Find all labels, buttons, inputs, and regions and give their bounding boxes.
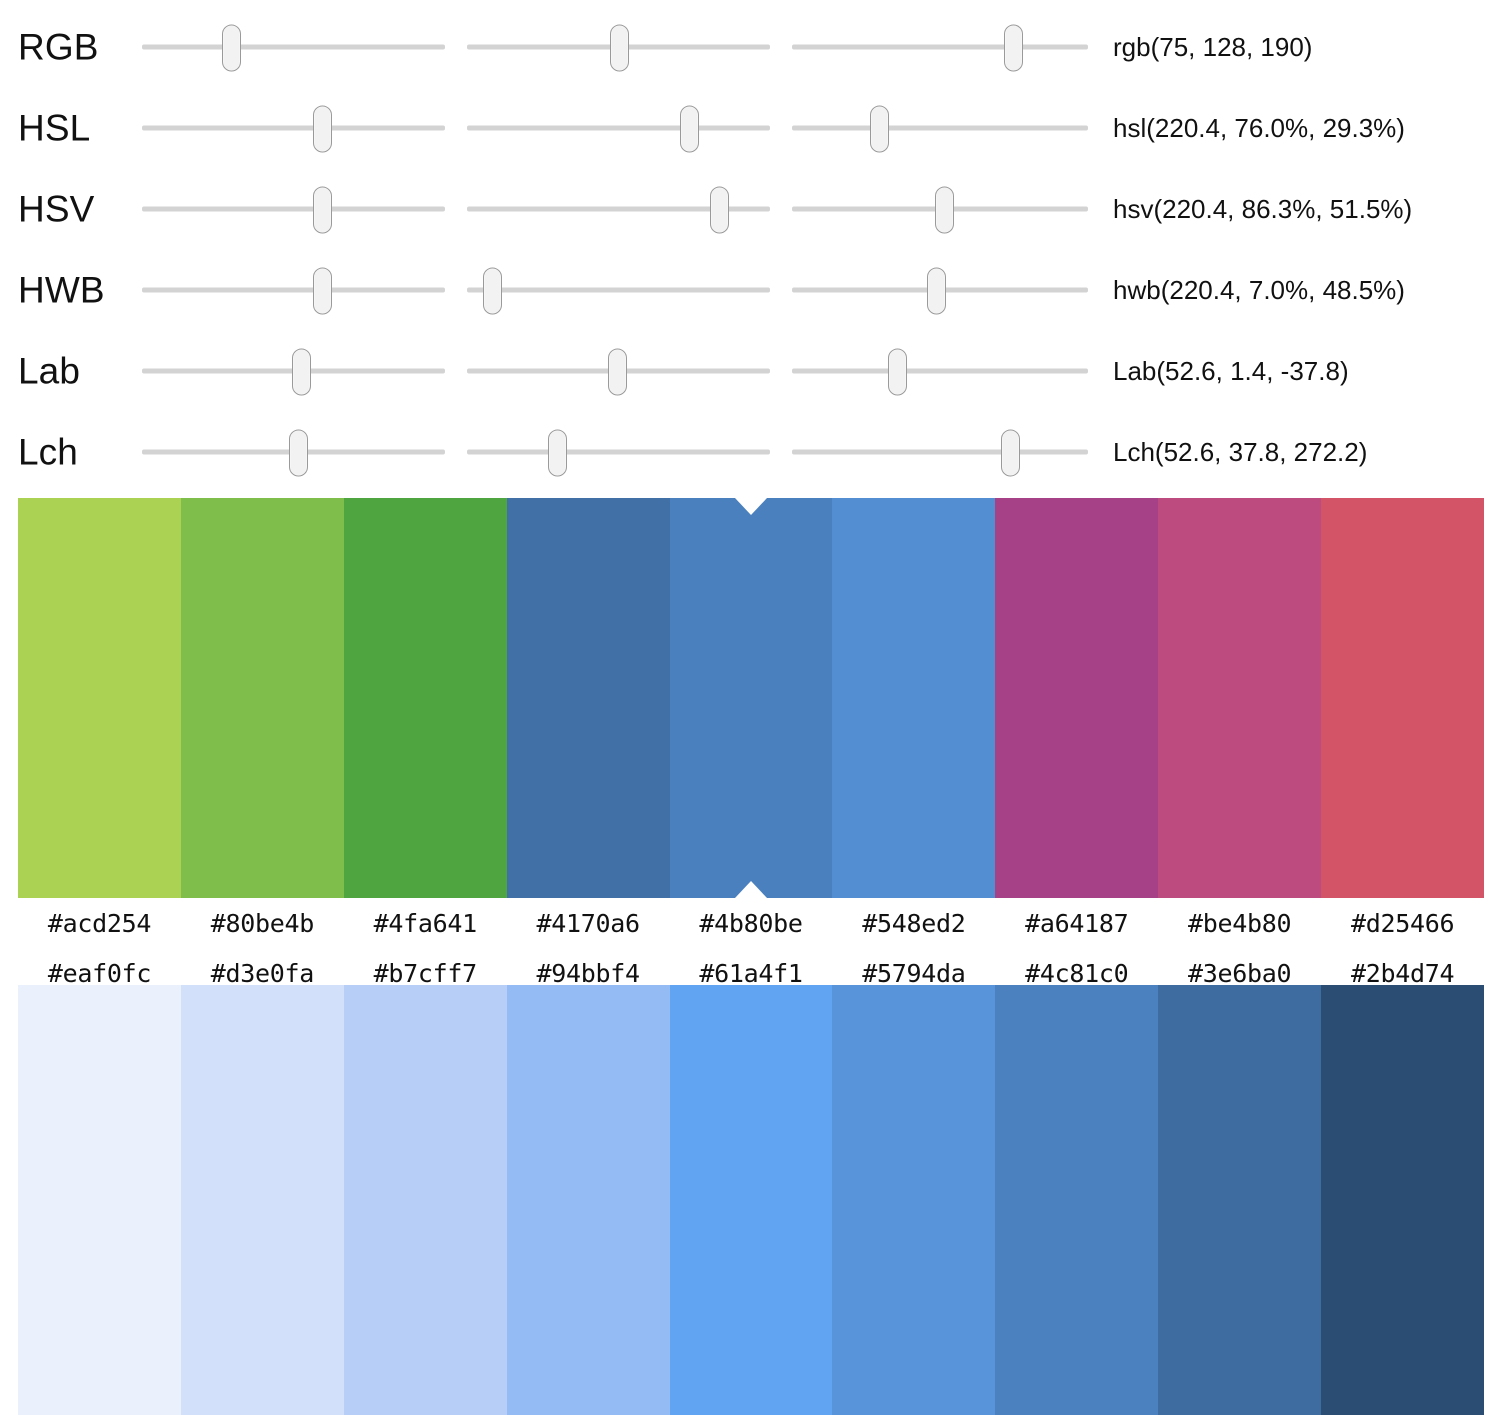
slider-thumb-hsl-saturation[interactable] — [680, 105, 700, 152]
slider-row-label-lab: Lab — [18, 350, 81, 392]
slider-row-label-hsv: HSV — [18, 188, 95, 230]
slider-row-label-hsl: HSL — [18, 107, 91, 149]
slider-track-hsl-lightness[interactable] — [792, 105, 1088, 152]
slider-track-hsl-saturation[interactable] — [467, 105, 770, 152]
color-swatch[interactable] — [995, 985, 1159, 1415]
slider-track-hwb-blackness[interactable] — [792, 267, 1088, 314]
slider-row-rgb: RGB rgb(75, 128, 190) — [0, 11, 1501, 83]
slider-track-lch-hue[interactable] — [792, 429, 1088, 476]
hex-label: #2b4d74 — [1350, 959, 1455, 988]
slider-row-hwb: HWB hwb(220.4, 7.0%, 48.5%) — [0, 254, 1501, 326]
color-swatch[interactable] — [18, 498, 181, 898]
hex-label: #a64187 — [1025, 909, 1129, 938]
hex-label: #548ed2 — [862, 909, 966, 938]
slider-thumb-rgb-green[interactable] — [610, 24, 630, 71]
color-swatch[interactable] — [1158, 985, 1322, 1415]
hex-label: #4b80be — [699, 909, 803, 938]
slider-track-lch-chroma[interactable] — [467, 429, 770, 476]
hex-label: #acd254 — [47, 909, 152, 938]
color-swatch[interactable] — [343, 498, 507, 898]
lightness-variation-palette-strip[interactable] — [18, 985, 1485, 1415]
hex-label: #b7cff7 — [373, 959, 478, 988]
color-swatch[interactable] — [180, 498, 344, 898]
slider-thumb-hsv-hue[interactable] — [312, 186, 332, 233]
selected-swatch-marker-icon — [735, 498, 767, 515]
hex-label: #3e6ba0 — [1188, 959, 1292, 988]
color-space-slider-panel: RGB rgb(75, 128, 190) HSL hsl(220.4, 76.0%,… — [0, 0, 1501, 490]
slider-row-label-hwb: HWB — [18, 269, 105, 311]
hex-label: #d3e0fa — [210, 959, 315, 988]
color-swatch[interactable] — [506, 498, 670, 898]
hex-label: #eaf0fc — [47, 959, 152, 988]
slider-row-label-rgb: RGB — [18, 26, 99, 68]
slider-thumb-lab-a-axis[interactable] — [608, 348, 628, 395]
lightness-variation-hex-labels: #eaf0fc #d3e0fa #b7cff7 #94bbf4 #61a4f1 #5794… — [18, 952, 1484, 996]
slider-row-hsv: HSV hsv(220.4, 86.3%, 51.5%) — [0, 173, 1501, 245]
color-value-lab: Lab(52.6, 1.4, -37.8) — [1113, 356, 1349, 386]
slider-thumb-hwb-hue[interactable] — [312, 267, 332, 314]
color-swatch[interactable] — [343, 985, 507, 1415]
slider-track-lch-lightness[interactable] — [142, 429, 445, 476]
slider-track-hsl-hue[interactable] — [142, 105, 445, 152]
slider-thumb-lch-hue[interactable] — [1001, 429, 1021, 476]
color-swatch[interactable] — [995, 498, 1159, 898]
slider-track-hsv-hue[interactable] — [142, 186, 445, 233]
hex-label: #be4b80 — [1188, 909, 1292, 938]
color-swatch[interactable] — [1321, 498, 1485, 898]
slider-row-lch: Lch Lch(52.6, 37.8, 272.2) — [0, 416, 1501, 488]
slider-track-lab-a-axis[interactable] — [467, 348, 770, 395]
color-swatch[interactable] — [18, 985, 181, 1415]
slider-track-lab-b-axis[interactable] — [792, 348, 1088, 395]
slider-track-hsv-value[interactable] — [792, 186, 1088, 233]
slider-thumb-hwb-whiteness[interactable] — [483, 267, 503, 314]
slider-track-rgb-blue[interactable] — [792, 24, 1088, 71]
color-value-hsv: hsv(220.4, 86.3%, 51.5%) — [1113, 194, 1413, 224]
color-value-lch: Lch(52.6, 37.8, 272.2) — [1113, 437, 1368, 467]
hex-label: #4170a6 — [536, 909, 640, 938]
slider-thumb-hsl-lightness[interactable] — [869, 105, 889, 152]
color-swatch[interactable] — [1158, 498, 1322, 898]
hex-label: #61a4f1 — [699, 959, 803, 988]
hue-variation-hex-labels: #acd254 #80be4b #4fa641 #4170a6 #4b80be #548e… — [18, 902, 1484, 946]
slider-thumb-hsl-hue[interactable] — [312, 105, 332, 152]
hex-label: #4fa641 — [373, 909, 478, 938]
slider-thumb-hwb-blackness[interactable] — [926, 267, 946, 314]
slider-row-label-lch: Lch — [18, 431, 78, 473]
slider-thumb-lch-chroma[interactable] — [548, 429, 568, 476]
color-value-hwb: hwb(220.4, 7.0%, 48.5%) — [1113, 275, 1405, 305]
hue-variation-palette-strip[interactable] — [18, 498, 1485, 898]
color-swatch[interactable] — [506, 985, 670, 1415]
slider-thumb-lab-b-axis[interactable] — [888, 348, 908, 395]
slider-track-hwb-whiteness[interactable] — [467, 267, 770, 314]
slider-track-rgb-red[interactable] — [142, 24, 445, 71]
hex-label: #80be4b — [210, 909, 315, 938]
color-value-hsl: hsl(220.4, 76.0%, 29.3%) — [1113, 113, 1405, 143]
color-swatch[interactable] — [669, 498, 833, 898]
color-swatch[interactable] — [669, 985, 833, 1415]
slider-track-hwb-hue[interactable] — [142, 267, 445, 314]
color-swatch[interactable] — [1321, 985, 1485, 1415]
slider-row-lab: Lab Lab(52.6, 1.4, -37.8) — [0, 335, 1501, 407]
slider-track-rgb-green[interactable] — [467, 24, 770, 71]
slider-track-hsv-saturation[interactable] — [467, 186, 770, 233]
slider-thumb-rgb-red[interactable] — [222, 24, 242, 71]
slider-thumb-rgb-blue[interactable] — [1003, 24, 1023, 71]
hex-label: #d25466 — [1350, 909, 1455, 938]
slider-track-lab-lightness[interactable] — [142, 348, 445, 395]
color-swatch[interactable] — [180, 985, 344, 1415]
slider-thumb-lab-lightness[interactable] — [292, 348, 312, 395]
hex-label: #4c81c0 — [1025, 959, 1129, 988]
selected-swatch-marker-icon — [735, 881, 767, 898]
slider-thumb-hsv-saturation[interactable] — [710, 186, 730, 233]
slider-thumb-hsv-value[interactable] — [935, 186, 955, 233]
hex-label: #5794da — [862, 959, 966, 988]
slider-row-hsl: HSL hsl(220.4, 76.0%, 29.3%) — [0, 92, 1501, 164]
hex-label: #94bbf4 — [536, 959, 640, 988]
slider-thumb-lch-lightness[interactable] — [289, 429, 309, 476]
color-value-rgb: rgb(75, 128, 190) — [1113, 32, 1313, 62]
color-swatch[interactable] — [832, 985, 996, 1415]
color-swatch[interactable] — [832, 498, 996, 898]
